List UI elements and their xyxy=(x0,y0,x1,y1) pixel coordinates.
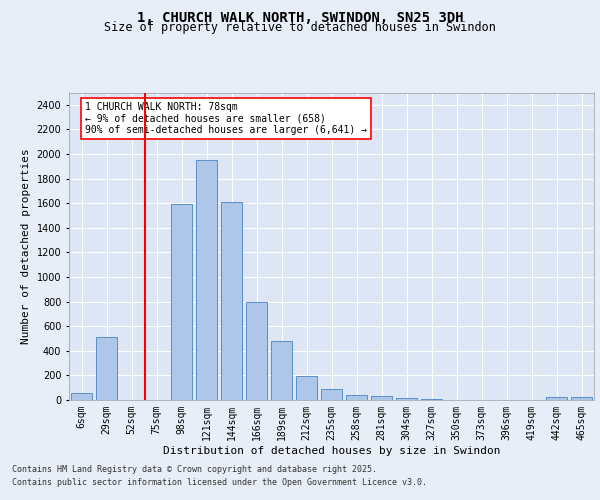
Text: Contains public sector information licensed under the Open Government Licence v3: Contains public sector information licen… xyxy=(12,478,427,487)
Text: Size of property relative to detached houses in Swindon: Size of property relative to detached ho… xyxy=(104,21,496,34)
Bar xyxy=(221,202,242,400)
X-axis label: Distribution of detached houses by size in Swindon: Distribution of detached houses by size … xyxy=(163,446,500,456)
Bar xyxy=(546,397,567,400)
Bar xyxy=(171,204,192,400)
Bar xyxy=(346,395,367,400)
Text: Contains HM Land Registry data © Crown copyright and database right 2025.: Contains HM Land Registry data © Crown c… xyxy=(12,466,377,474)
Bar xyxy=(296,376,317,400)
Text: 1, CHURCH WALK NORTH, SWINDON, SN25 3DH: 1, CHURCH WALK NORTH, SWINDON, SN25 3DH xyxy=(137,10,463,24)
Bar xyxy=(271,341,292,400)
Text: 1 CHURCH WALK NORTH: 78sqm
← 9% of detached houses are smaller (658)
90% of semi: 1 CHURCH WALK NORTH: 78sqm ← 9% of detac… xyxy=(85,102,367,135)
Y-axis label: Number of detached properties: Number of detached properties xyxy=(21,148,31,344)
Bar xyxy=(571,397,592,400)
Bar xyxy=(96,338,117,400)
Bar xyxy=(321,389,342,400)
Bar xyxy=(396,398,417,400)
Bar xyxy=(196,160,217,400)
Bar xyxy=(71,393,92,400)
Bar xyxy=(371,396,392,400)
Bar xyxy=(421,399,442,400)
Bar xyxy=(246,302,267,400)
